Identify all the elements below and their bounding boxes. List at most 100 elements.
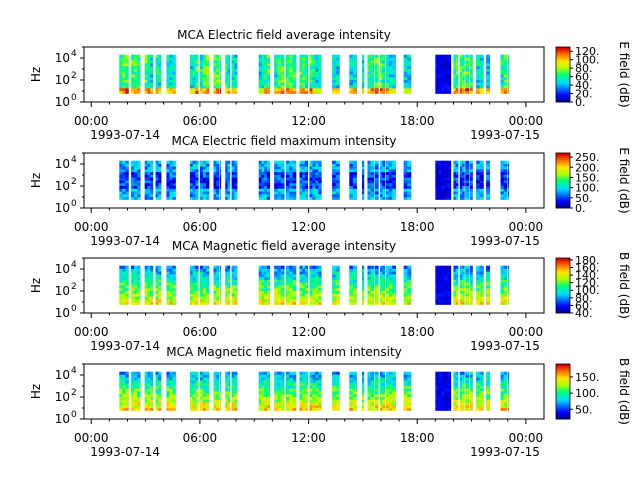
heatmap-cell <box>122 268 126 272</box>
heatmap-cell <box>407 382 412 386</box>
heatmap-cell <box>299 87 303 92</box>
heatmap-cell <box>444 79 449 83</box>
heatmap-cell <box>318 182 322 186</box>
heatmap-cell <box>385 265 390 269</box>
heatmap-cell <box>195 388 199 392</box>
heatmap-cell <box>486 54 491 58</box>
heatmap-cell <box>277 287 282 291</box>
heatmap-cell <box>299 379 303 384</box>
heatmap-cell <box>280 279 285 283</box>
heatmap-cell <box>219 371 222 375</box>
heatmap-cell <box>500 193 505 198</box>
heatmap-cell <box>503 296 508 300</box>
heatmap-cell <box>192 193 196 198</box>
heatmap-cell <box>299 279 303 283</box>
heatmap-cell <box>447 60 452 64</box>
heatmap-cell <box>125 296 129 300</box>
heatmap-cell <box>507 65 510 69</box>
heatmap-cell <box>318 87 322 92</box>
heatmap-cell <box>435 168 439 173</box>
heatmap-cell <box>361 160 365 164</box>
heatmap-cell <box>166 196 170 200</box>
heatmap-cell <box>158 287 162 291</box>
heatmap-cell <box>234 290 238 294</box>
y-axis-label: Hz <box>29 384 43 399</box>
heatmap-cell <box>503 193 508 198</box>
heatmap-cell <box>202 404 207 409</box>
heatmap-cell <box>134 54 138 58</box>
heatmap-cell <box>392 396 396 400</box>
heatmap-cell <box>469 191 473 195</box>
heatmap-cell <box>462 293 465 297</box>
heatmap-cell <box>304 279 309 283</box>
heatmap-cell <box>479 273 484 278</box>
heatmap-cell <box>441 404 445 409</box>
heatmap-cell <box>476 163 481 167</box>
y-tick-exponent: 0 <box>71 410 77 420</box>
heatmap-cell <box>227 279 231 283</box>
y-tick-label: 10 <box>55 73 70 87</box>
heatmap-cell <box>486 71 491 75</box>
heatmap-cell <box>380 379 383 384</box>
heatmap-cell <box>335 276 340 280</box>
heatmap-cell <box>304 82 309 86</box>
heatmap-cell <box>465 268 470 272</box>
heatmap-cell <box>453 374 457 378</box>
heatmap-cell <box>216 385 220 389</box>
y-tick-label: 10 <box>55 368 70 382</box>
heatmap-cell <box>144 399 148 403</box>
heatmap-cell <box>299 185 303 189</box>
colorbar-strip <box>556 382 570 384</box>
heatmap-cell <box>382 404 386 409</box>
colorbar-strip <box>556 160 570 162</box>
y-tick-label: 10 <box>55 262 70 276</box>
heatmap-cell <box>407 293 412 297</box>
colorbar-strip <box>556 302 570 304</box>
heatmap-cell <box>392 191 396 195</box>
heatmap-cell <box>122 379 126 384</box>
heatmap-cell <box>407 265 412 269</box>
heatmap-cell <box>131 285 135 289</box>
heatmap-cell <box>385 379 390 384</box>
heatmap-cell <box>216 196 220 200</box>
heatmap-cell <box>205 196 210 200</box>
heatmap-cell <box>361 391 365 395</box>
heatmap-cell <box>361 404 365 409</box>
heatmap-cell <box>277 82 282 86</box>
heatmap-cell <box>332 391 337 395</box>
heatmap-cell <box>447 79 452 83</box>
heatmap-cell <box>195 182 199 186</box>
heatmap-cell <box>361 388 365 392</box>
heatmap-cell <box>122 82 126 86</box>
heatmap-cell <box>388 60 393 64</box>
heatmap-cell <box>299 391 303 395</box>
heatmap-cell <box>370 402 375 406</box>
heatmap-cell <box>367 282 371 286</box>
heatmap-cell <box>476 57 481 61</box>
heatmap-cell <box>380 287 383 291</box>
heatmap-cell <box>304 163 309 167</box>
heatmap-cell <box>302 54 306 58</box>
heatmap-cell <box>465 174 470 178</box>
heatmap-cell <box>507 163 510 167</box>
heatmap-cell <box>202 90 207 94</box>
heatmap-cell <box>407 276 412 280</box>
heatmap-cell <box>195 290 199 294</box>
heatmap-cell <box>435 271 439 275</box>
heatmap-cell <box>335 188 340 192</box>
heatmap-cell <box>131 87 135 92</box>
heatmap-cell <box>292 301 297 305</box>
y-tick-exponent: 0 <box>71 93 77 103</box>
heatmap-cell <box>367 273 371 278</box>
heatmap-cell <box>231 71 235 75</box>
heatmap-cell <box>453 180 457 184</box>
colorbar-strip <box>556 294 570 296</box>
heatmap-cell <box>479 79 484 83</box>
heatmap-cell <box>144 404 148 409</box>
heatmap-cell <box>225 407 228 411</box>
heatmap-cell <box>266 65 271 69</box>
heatmap-cell <box>435 287 439 291</box>
heatmap-cell <box>304 293 309 297</box>
heatmap-cell <box>332 285 337 289</box>
heatmap-cell <box>318 385 322 389</box>
